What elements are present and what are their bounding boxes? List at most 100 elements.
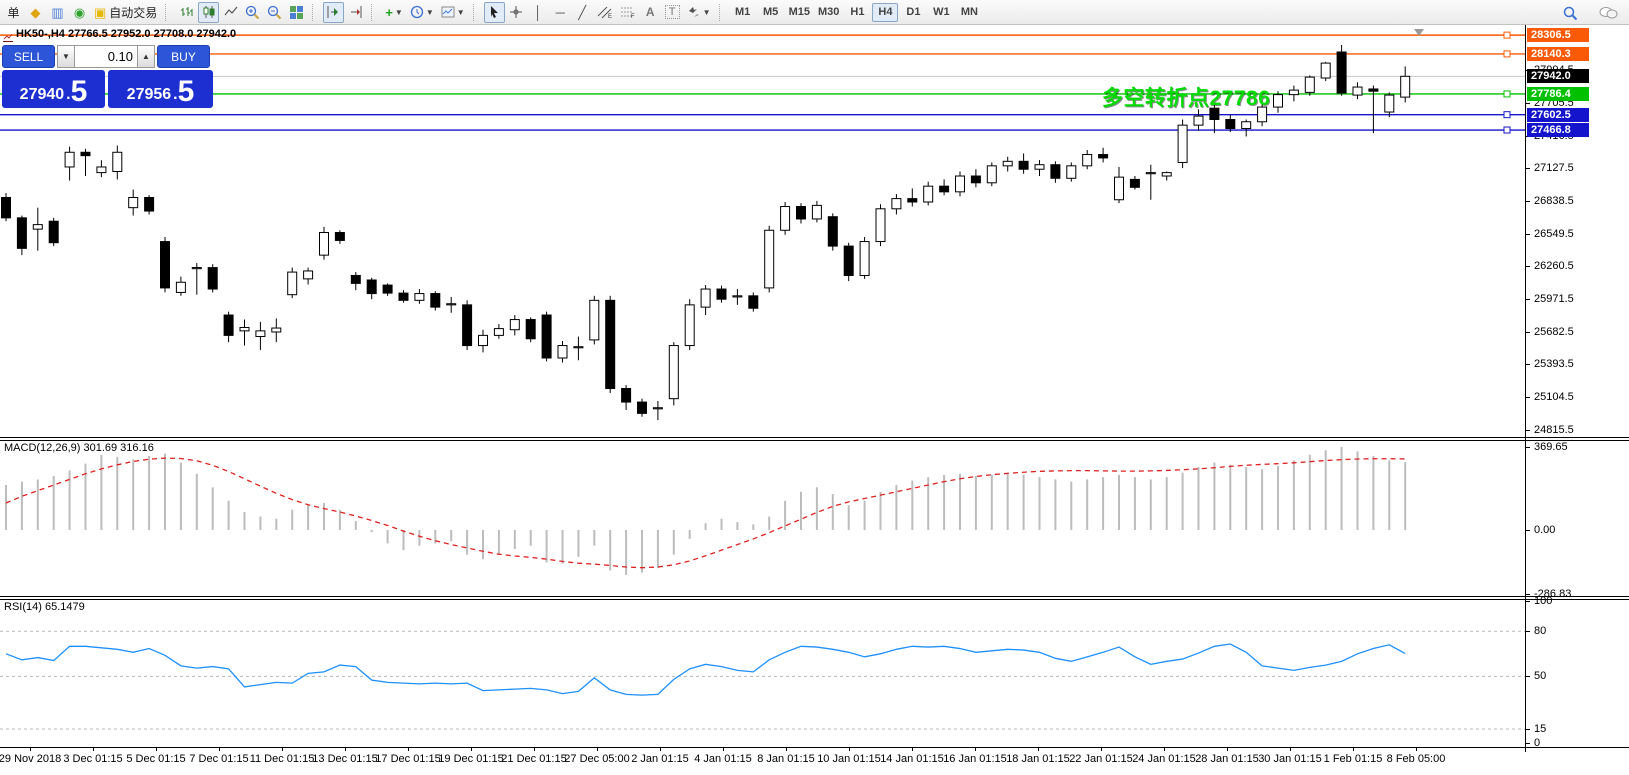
price-tick-mark	[1525, 201, 1530, 203]
time-tick-mark	[723, 747, 724, 751]
chart-title: HK50-,H4 27766.5 27952.0 27708.0 27942.0	[16, 28, 237, 40]
timeframe-m5[interactable]: M5	[762, 6, 779, 18]
time-tick-mark	[912, 747, 913, 751]
rsi-canvas[interactable]	[0, 600, 1525, 747]
price-tick-label: 25393.5	[1534, 358, 1574, 371]
price-badge[interactable]: 27466.8	[1527, 123, 1589, 138]
panel-separator[interactable]	[0, 437, 1629, 441]
indicators-button[interactable]: + ▼	[382, 2, 406, 23]
timeframe-m15[interactable]: M15	[788, 6, 810, 18]
price-tick-mark	[1525, 168, 1530, 170]
sell-button[interactable]: SELL	[2, 45, 55, 68]
market-watch-icon[interactable]: ▥	[51, 4, 64, 20]
time-tick-mark	[660, 747, 661, 751]
time-tick-mark	[1101, 747, 1102, 751]
price-tick-mark	[1525, 397, 1530, 399]
autotrading-button[interactable]: ▣ 自动交易	[91, 2, 160, 23]
price-scale-border[interactable]	[1525, 25, 1526, 752]
time-tick-mark	[1038, 747, 1039, 751]
text-tool[interactable]: A	[645, 5, 655, 19]
equidistant-channel-tool[interactable]: E	[594, 2, 616, 23]
zoom-out-icon[interactable]	[264, 2, 285, 23]
time-tick-label: 24 Jan 01:15	[1132, 753, 1196, 765]
time-tick-mark	[786, 747, 787, 751]
hline-handle	[1503, 111, 1511, 119]
panel-separator[interactable]	[0, 596, 1629, 600]
volume-input[interactable]	[75, 45, 137, 68]
macd-label: MACD(12,26,9) 301.69 316.16	[4, 442, 154, 454]
price-badge[interactable]: 28306.5	[1527, 28, 1589, 43]
candlestick-chart-icon[interactable]	[198, 1, 220, 23]
volume-decrease-button[interactable]: ▼	[57, 45, 75, 68]
vertical-line-tool[interactable]: │	[534, 4, 543, 20]
chart-shift-icon[interactable]	[323, 1, 345, 23]
rsi-tick-mark	[1525, 601, 1530, 603]
timeframe-h1[interactable]: H1	[850, 6, 865, 18]
trendline-tool[interactable]: ╱	[578, 4, 587, 20]
time-tick-mark	[597, 747, 598, 751]
price-tick-label: 25971.5	[1534, 293, 1574, 306]
fibonacci-tool[interactable]: F	[617, 2, 639, 23]
crosshair-tool[interactable]	[506, 2, 527, 23]
macd-tick-mark	[1525, 529, 1530, 531]
hline-handle	[1503, 31, 1511, 39]
price-tick-label: 26838.5	[1534, 195, 1574, 208]
time-tick-mark	[1290, 747, 1291, 751]
sell-price-panel[interactable]: 27940. 5	[2, 70, 105, 108]
separator	[312, 3, 319, 21]
chevron-down-icon: ▼	[425, 7, 434, 17]
macd-tick-label: 0.00	[1534, 523, 1556, 536]
signals-icon[interactable]: ◉	[73, 4, 86, 20]
timeframe-m1[interactable]: M1	[734, 6, 751, 18]
template-icon	[441, 6, 455, 18]
time-tick-label: 22 Jan 01:15	[1069, 753, 1133, 765]
rsi-tick-mark	[1525, 631, 1530, 633]
indicators-plus-icon: +	[385, 4, 393, 20]
timeframe-w1[interactable]: W1	[933, 6, 950, 18]
time-tick-label: 5 Dec 01:15	[126, 753, 186, 765]
chevron-down-icon: ▼	[456, 7, 465, 17]
time-tick-label: 29 Nov 2018	[0, 753, 62, 765]
hline-handle	[1503, 126, 1511, 134]
auto-scroll-icon[interactable]	[345, 2, 366, 23]
timeframe-mn[interactable]: MN	[960, 6, 978, 18]
buy-price-panel[interactable]: 27956. 5	[108, 70, 213, 108]
time-tick-mark	[471, 747, 472, 751]
macd-canvas[interactable]	[0, 441, 1525, 596]
label-tool[interactable]: T	[662, 2, 683, 23]
price-tick-label: 25682.5	[1534, 325, 1574, 338]
tile-windows-icon[interactable]	[286, 2, 307, 23]
annotation-text[interactable]: 多空转折点27786	[1102, 87, 1271, 110]
time-tick-label: 18 Jan 01:15	[1006, 753, 1070, 765]
price-badge[interactable]: 28140.3	[1527, 46, 1589, 61]
templates-button[interactable]: ▼	[438, 2, 468, 23]
price-badge[interactable]: 27786.4	[1527, 86, 1589, 101]
order-icon[interactable]: ◆	[30, 4, 41, 20]
price-badge[interactable]: 27602.5	[1527, 107, 1589, 122]
periods-button[interactable]: ▼	[407, 2, 437, 23]
line-chart-icon[interactable]	[220, 2, 241, 23]
macd-tick-mark	[1525, 594, 1530, 596]
volume-increase-button[interactable]: ▲	[137, 45, 155, 68]
chat-icon[interactable]	[1595, 2, 1621, 23]
bar-chart-icon[interactable]	[176, 2, 197, 23]
new-order-button[interactable]: 单	[3, 2, 24, 23]
macd-tick-label: 369.65	[1534, 440, 1568, 453]
autotrading-label: 自动交易	[109, 5, 158, 20]
timeframe-d1[interactable]: D1	[906, 6, 921, 18]
search-icon[interactable]	[1559, 2, 1581, 23]
price-tick-mark	[1525, 266, 1530, 268]
timeframe-m30[interactable]: M30	[818, 6, 840, 18]
arrows-tool[interactable]: ▼	[684, 2, 714, 23]
horizontal-line-tool[interactable]: ─	[555, 4, 565, 20]
timeframe-h4[interactable]: H4	[872, 2, 899, 22]
zoom-in-icon[interactable]	[242, 2, 263, 23]
price-tick-label: 26549.5	[1534, 227, 1574, 240]
cursor-tool[interactable]	[483, 1, 505, 23]
price-badge[interactable]: 27942.0	[1527, 69, 1589, 84]
timeframe-group: M1 M5 M15 M30 H1 H4 D1 W1 MN	[730, 2, 983, 22]
time-tick-label: 16 Jan 01:15	[943, 753, 1007, 765]
main-chart-canvas[interactable]	[0, 25, 1525, 437]
buy-button[interactable]: BUY	[157, 45, 210, 68]
buy-price-big-digit: 5	[177, 75, 195, 108]
